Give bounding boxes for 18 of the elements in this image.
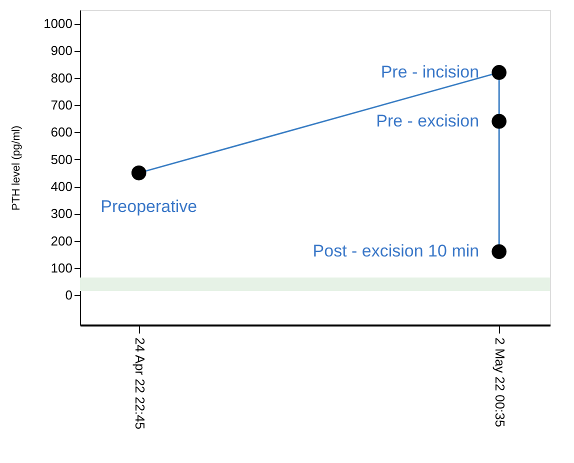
y-tick-label: 200	[50, 233, 72, 248]
y-tick-label: 0	[65, 288, 72, 303]
y-tick-label: 100	[50, 260, 72, 276]
y-tick-label: 900	[50, 43, 72, 58]
y-tick-label: 1000	[44, 16, 72, 32]
y-tick-label: 800	[50, 70, 72, 86]
x-tick-label: 2 May 22 00:35	[492, 338, 508, 428]
x-tick-label: 24 Apr 22 22:45	[132, 338, 148, 430]
y-tick-label: 300	[50, 206, 72, 222]
y-tick-label: 400	[50, 179, 72, 194]
annotation: Post - excision 10 min	[312, 242, 480, 261]
y-tick-label: 700	[50, 98, 72, 113]
y-tick-label: 500	[50, 152, 72, 167]
y-axis-title: PTH level (pg/ml)	[10, 126, 23, 210]
annotation: Pre - incision	[380, 62, 480, 82]
annotation: Preoperative	[100, 196, 198, 216]
annotation: Pre - excision	[376, 111, 480, 130]
y-tick-label: 600	[50, 124, 72, 140]
